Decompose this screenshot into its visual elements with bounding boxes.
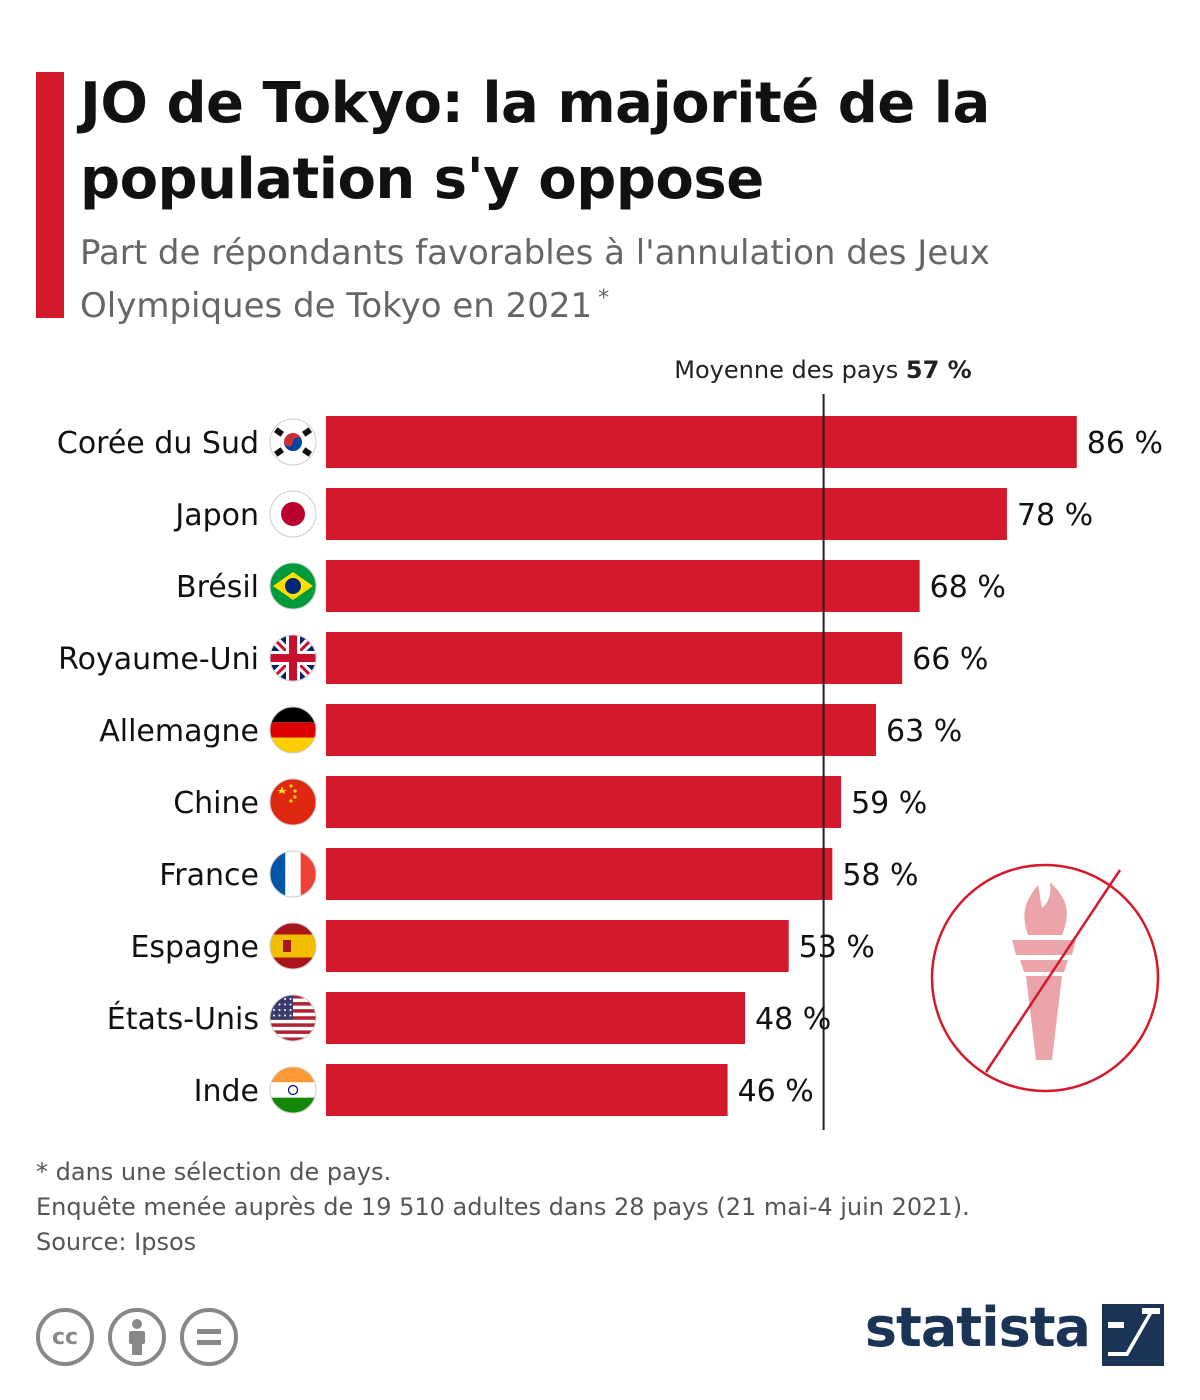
china-flag-icon (269, 778, 317, 826)
bar-allemagne (326, 704, 876, 756)
value-label-espagne: 53 % (799, 930, 875, 965)
equals-icon (197, 1329, 221, 1345)
country-label-allemagne: Allemagne (99, 714, 259, 749)
person-icon (129, 1319, 145, 1355)
average-value: 57 % (905, 356, 972, 384)
footnote-survey: Enquête menée auprès de 19 510 adultes d… (36, 1193, 970, 1221)
no-derivatives-icon[interactable] (180, 1308, 238, 1366)
value-label-etats-unis: 48 % (755, 1002, 831, 1037)
country-label-coree-du-sud: Corée du Sud (57, 426, 259, 461)
flags (269, 418, 317, 1114)
south-korea-flag-icon (269, 418, 317, 466)
country-label-inde: Inde (194, 1074, 259, 1109)
country-label-bresil: Brésil (176, 570, 259, 605)
bar-japon (326, 488, 1007, 540)
bar-inde (326, 1064, 728, 1116)
average-label: Moyenne des pays 57 % (600, 356, 1046, 384)
subtitle-footnote-mark: * (598, 286, 610, 311)
value-label-japon: 78 % (1017, 498, 1093, 533)
footnote-selection: * dans une sélection de pays. (36, 1158, 392, 1186)
country-label-france: France (159, 858, 259, 893)
country-labels: Corée du Sud Japon Brésil Royaume-Uni Allema… (57, 426, 259, 1109)
average-label-text: Moyenne des pays (674, 356, 899, 384)
spain-flag-icon (269, 922, 317, 970)
value-label-inde: 46 % (738, 1074, 814, 1109)
value-label-allemagne: 63 % (886, 714, 962, 749)
bar-chart: Corée du Sud Japon Brésil Royaume-Uni Allema… (57, 394, 1163, 1130)
country-label-etats-unis: États-Unis (107, 1001, 259, 1037)
statista-logo-icon (1102, 1304, 1164, 1366)
brazil-flag-icon (269, 562, 317, 610)
usa-flag-icon (269, 994, 317, 1042)
country-label-chine: Chine (173, 786, 259, 821)
country-label-royaume-uni: Royaume-Uni (58, 642, 259, 677)
country-label-espagne: Espagne (130, 930, 259, 965)
subtitle-text: Part de répondants favorables à l'annula… (80, 233, 990, 326)
france-flag-icon (269, 850, 317, 898)
bar-bresil (326, 560, 920, 612)
footnotes: * dans une sélection de pays. Enquête me… (36, 1155, 1176, 1260)
no-torch-icon (930, 863, 1160, 1093)
value-labels: 86 % 78 % 68 % 66 % 63 % 59 % 58 % 53 % 48 % 46 % (738, 426, 1163, 1109)
chart-subtitle: Part de répondants favorables à l'annula… (80, 230, 1180, 329)
bar-etats-unis (326, 992, 746, 1044)
brand-name[interactable]: statista (864, 1296, 1091, 1359)
bar-espagne (326, 920, 789, 972)
value-label-coree-du-sud: 86 % (1087, 426, 1163, 461)
country-label-japon: Japon (173, 498, 259, 533)
attribution-icon[interactable] (108, 1308, 166, 1366)
bar-royaume-uni (326, 632, 903, 684)
value-label-royaume-uni: 66 % (912, 642, 988, 677)
uk-flag-icon (269, 634, 317, 682)
japan-flag-icon (269, 490, 317, 538)
germany-flag-icon (269, 706, 317, 754)
india-flag-icon (269, 1066, 317, 1114)
footnote-source: Source: Ipsos (36, 1228, 197, 1256)
value-label-bresil: 68 % (930, 570, 1006, 605)
bar-france (326, 848, 833, 900)
value-label-chine: 59 % (851, 786, 927, 821)
title-accent-bar (36, 72, 64, 318)
value-label-france: 58 % (842, 858, 918, 893)
bar-chine (326, 776, 842, 828)
cc-icon[interactable]: cc (36, 1308, 94, 1366)
bars (326, 416, 1077, 1116)
bar-coree-du-sud (326, 416, 1077, 468)
chart-title: JO de Tokyo: la majorité de la populatio… (80, 71, 990, 212)
